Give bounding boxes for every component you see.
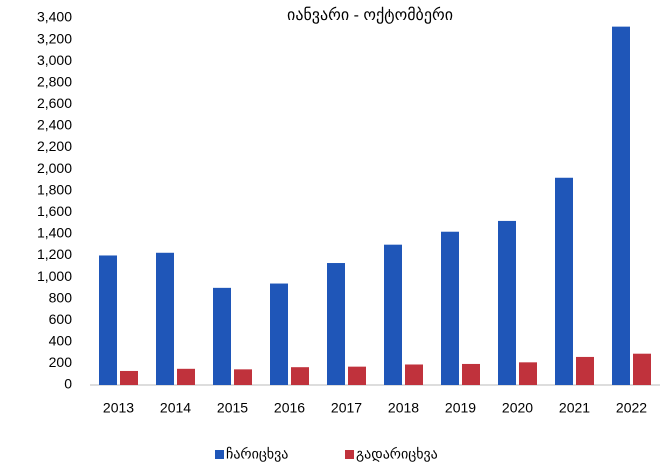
x-tick-label: 2018 [388,400,419,416]
bar [612,26,630,386]
bar [555,177,573,385]
x-tick-label: 2021 [559,400,590,416]
y-tick-label: 200 [49,354,73,370]
y-tick-label: 800 [49,289,73,305]
y-tick-label: 2,200 [37,138,72,154]
bar [441,231,459,385]
x-tick-label: 2019 [445,400,476,416]
x-tick-label: 2013 [103,400,134,416]
bar [270,283,288,385]
y-tick-label: 0 [64,376,72,392]
y-tick-label: 1,000 [37,268,72,284]
x-tick-label: 2014 [160,400,191,416]
legend-label: ჩარიცხვა [226,446,288,463]
bar [327,263,345,385]
legend-label: გადარიცხვა [356,446,438,463]
y-tick-label: 2,600 [37,95,72,111]
bar [156,252,174,385]
bar [99,255,117,385]
y-tick-label: 3,200 [37,30,72,46]
y-tick-label: 400 [49,333,73,349]
bar [234,369,252,385]
y-tick-label: 600 [49,311,73,327]
y-tick-label: 2,800 [37,73,72,89]
y-tick-label: 1,400 [37,225,72,241]
bar [576,356,594,385]
bar [177,368,195,385]
y-tick-label: 1,600 [37,203,72,219]
bar [405,364,423,385]
x-tick-label: 2022 [616,400,647,416]
bar [519,362,537,385]
legend-swatch [215,450,224,459]
bar [213,287,231,385]
bar [633,353,651,385]
x-tick-label: 2015 [217,400,248,416]
y-tick-label: 2,000 [37,160,72,176]
x-tick-label: 2017 [331,400,362,416]
chart-title: იანვარი - ოქტომბერი [287,6,453,24]
y-tick-label: 2,400 [37,117,72,133]
y-tick-label: 3,400 [37,9,72,25]
y-tick-label: 1,200 [37,246,72,262]
legend-swatch [345,450,354,459]
bar [384,244,402,385]
bar [462,363,480,385]
bar [348,366,366,385]
bar [498,220,516,385]
x-tick-label: 2020 [502,400,533,416]
bar [291,367,309,385]
x-tick-label: 2016 [274,400,305,416]
bar [120,370,138,385]
y-tick-label: 3,000 [37,52,72,68]
y-tick-label: 1,800 [37,181,72,197]
